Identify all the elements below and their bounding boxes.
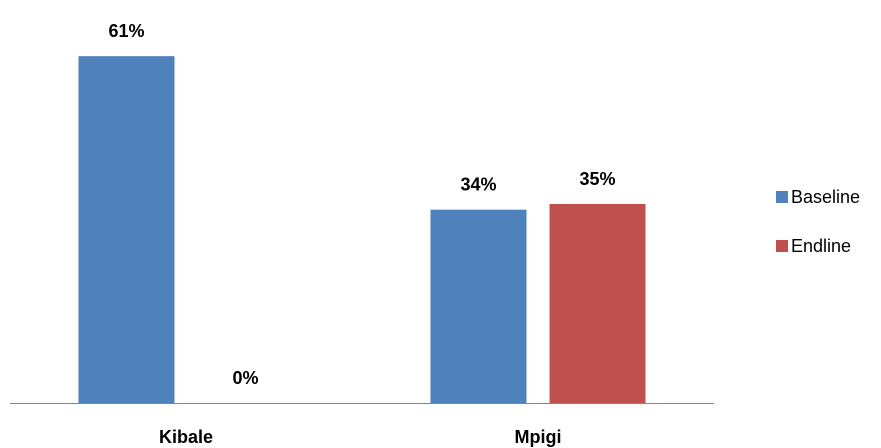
legend: Baseline Endline <box>776 187 860 256</box>
data-label-endline-kibale: 0% <box>232 368 258 388</box>
legend-label-endline: Endline <box>791 236 851 256</box>
data-label-baseline-mpigi: 34% <box>460 175 496 195</box>
legend-swatch-baseline <box>776 191 788 203</box>
bar-baseline-kibale <box>78 56 175 404</box>
data-label-endline-mpigi: 35% <box>579 169 615 189</box>
legend-label-baseline: Baseline <box>791 187 860 207</box>
bar-baseline-mpigi <box>430 209 527 403</box>
bar-endline-mpigi <box>549 204 646 403</box>
category-labels-group: Kibale Mpigi <box>159 427 562 447</box>
category-label-kibale: Kibale <box>159 427 213 447</box>
legend-swatch-endline <box>776 240 788 252</box>
data-labels-group: 61% 0% 34% 35% <box>108 21 615 388</box>
data-label-baseline-kibale: 61% <box>108 21 144 41</box>
category-label-mpigi: Mpigi <box>515 427 562 447</box>
bars-group <box>78 56 646 404</box>
